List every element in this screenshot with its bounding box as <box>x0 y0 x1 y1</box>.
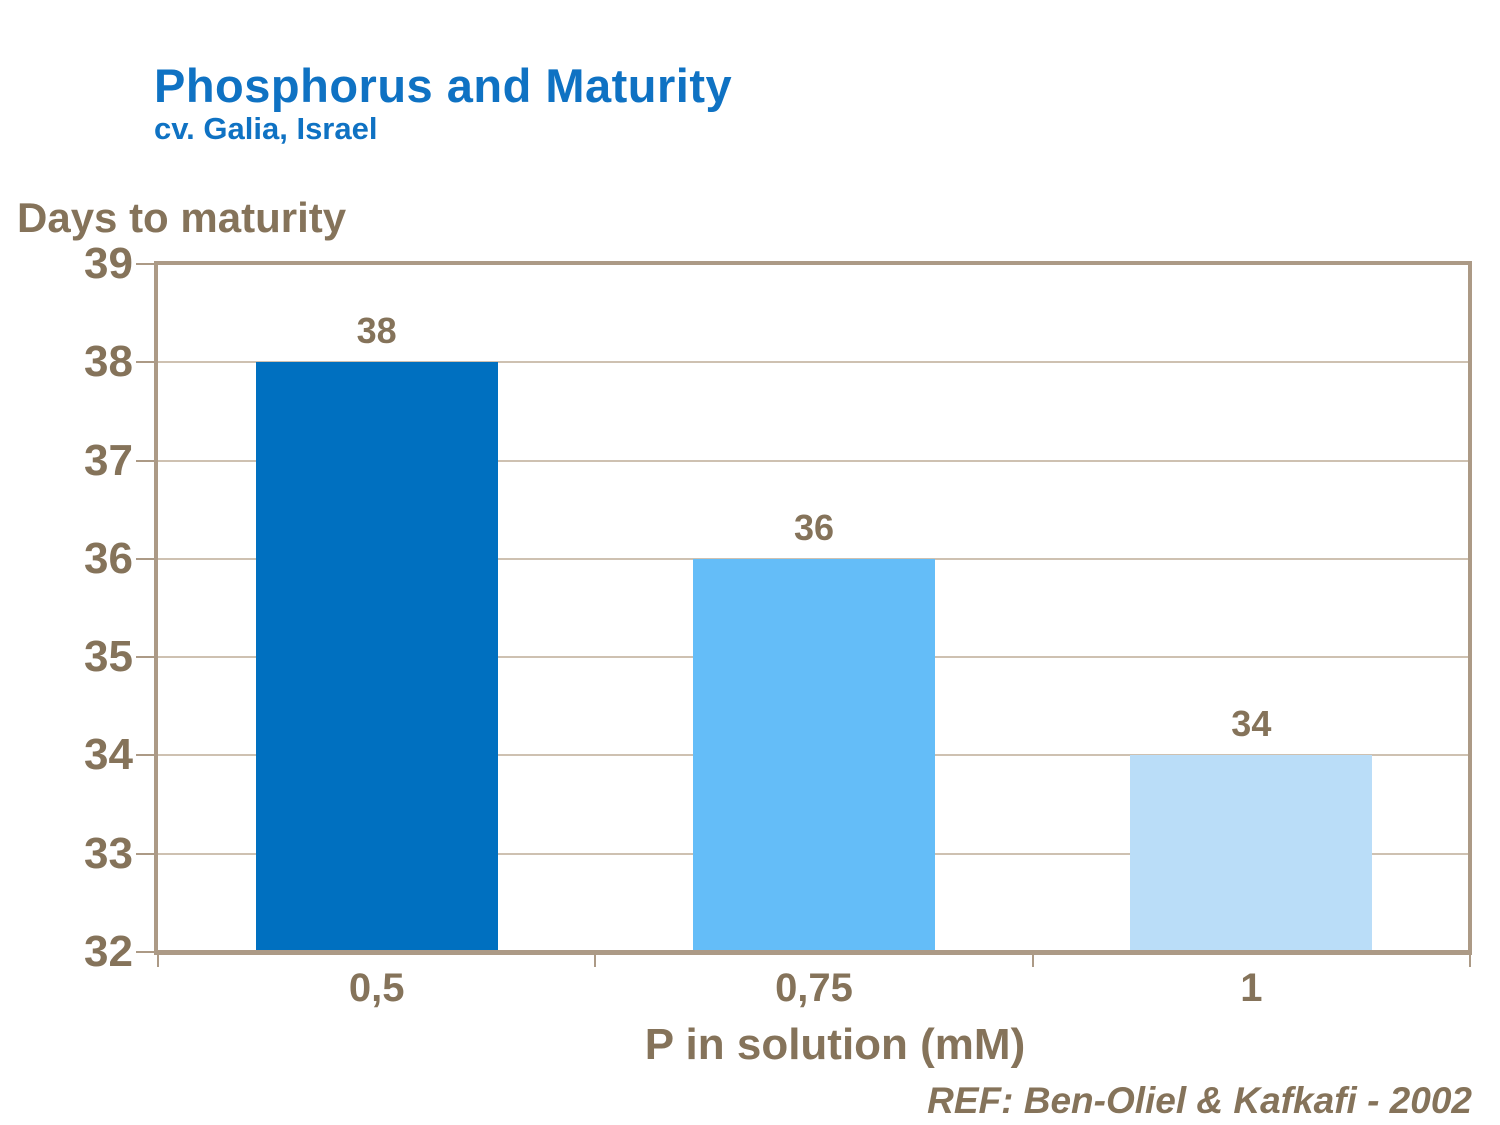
y-tick-mark <box>136 361 155 364</box>
gridline-37 <box>158 459 1470 462</box>
chart-title: Phosphorus and Maturity <box>154 59 733 112</box>
y-tick-label: 37 <box>84 435 133 485</box>
x-tick-mark <box>1031 954 1034 967</box>
y-axis-title: Days to maturity <box>17 194 347 241</box>
x-axis-title: P in solution (mM) <box>644 1020 1026 1069</box>
y-tick-label: 33 <box>84 828 133 878</box>
plot-area: 38 36 34 <box>158 264 1470 952</box>
y-tick-mark <box>136 951 155 953</box>
x-tick-label: 0,5 <box>348 966 405 1010</box>
y-tick-label: 39 <box>84 239 133 288</box>
bar-value-label: 38 <box>356 310 397 352</box>
y-tick-label: 36 <box>84 533 133 583</box>
reference-text: REF: Ben-Oliel & Kafkafi - 2002 <box>927 1080 1472 1121</box>
y-tick-mark <box>136 754 155 757</box>
gridline-38 <box>158 361 1470 364</box>
x-tick-mark <box>594 954 597 967</box>
y-tick-label: 38 <box>84 337 133 387</box>
y-tick-mark <box>136 656 155 659</box>
bar-value-label: 34 <box>1231 703 1272 745</box>
chart-subtitle: cv. Galia, Israel <box>154 111 378 146</box>
bar-0,5 <box>255 362 498 952</box>
y-tick-mark <box>136 557 155 560</box>
bar-1 <box>1130 755 1373 952</box>
x-tick-label: 1 <box>1240 966 1263 1010</box>
gridline-36 <box>158 557 1470 560</box>
y-tick-mark <box>136 263 155 265</box>
y-tick-label: 32 <box>84 927 133 976</box>
y-tick-label: 34 <box>84 730 133 780</box>
x-tick-mark <box>157 954 159 967</box>
y-tick-mark <box>136 852 155 855</box>
x-tick-mark <box>1469 954 1471 967</box>
y-tick-label: 35 <box>84 632 133 682</box>
x-tick-label: 0,75 <box>775 966 853 1010</box>
bar-value-label: 36 <box>793 506 835 548</box>
bar-0,75 <box>693 558 935 952</box>
y-tick-mark <box>136 459 155 462</box>
